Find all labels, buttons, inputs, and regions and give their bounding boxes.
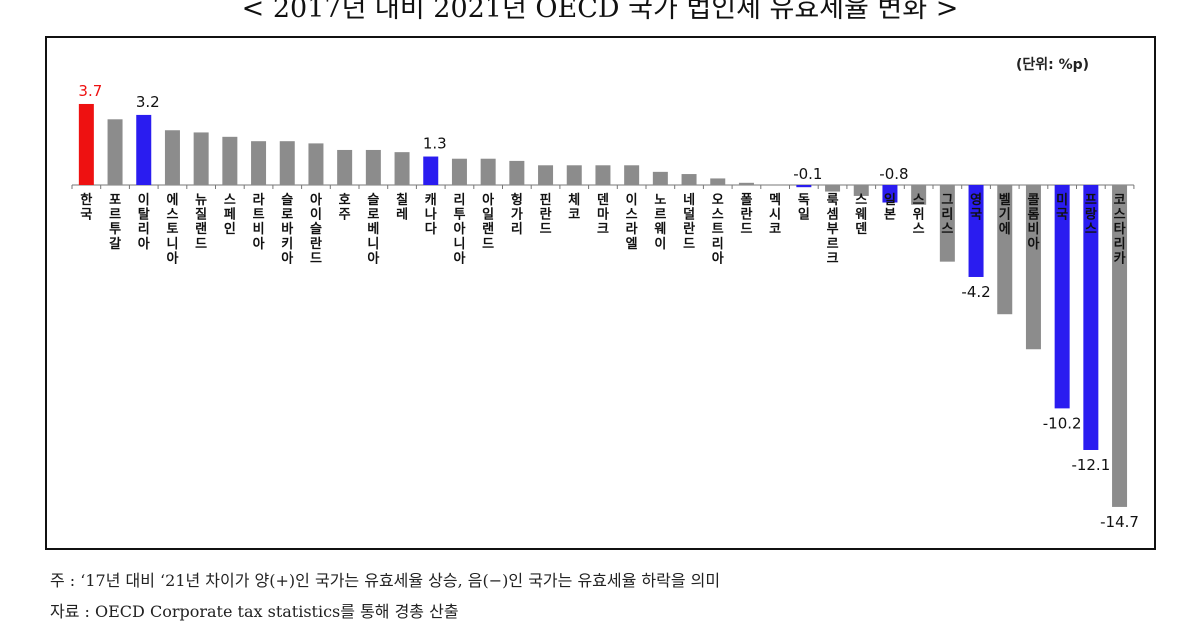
bar-포르투갈 bbox=[107, 119, 123, 185]
data-label: -0.8 bbox=[879, 165, 908, 183]
bar-이탈리아 bbox=[136, 114, 152, 185]
unit-label: (단위: %p) bbox=[1016, 57, 1090, 73]
bar-벨기에 bbox=[997, 185, 1013, 315]
data-label: -10.2 bbox=[1043, 414, 1082, 432]
footnote: 주 : ‘17년 대비 ‘21년 차이가 양(+)인 국가는 유효세율 상승, … bbox=[50, 571, 721, 590]
data-label: -12.1 bbox=[1071, 456, 1110, 474]
bar-스페인 bbox=[222, 136, 238, 185]
bar-아일랜드 bbox=[480, 158, 496, 185]
data-label: 3.7 bbox=[78, 82, 102, 100]
bar-네덜란드 bbox=[681, 174, 697, 185]
bar-캐나다 bbox=[423, 156, 439, 185]
bar-한국 bbox=[78, 103, 94, 185]
bar-콜롬비아 bbox=[1025, 185, 1041, 350]
bar-독일 bbox=[796, 185, 812, 188]
bar-그리스 bbox=[939, 185, 955, 262]
bar-폴란드 bbox=[738, 182, 754, 185]
bar-헝가리 bbox=[509, 160, 525, 185]
bar-핀란드 bbox=[538, 165, 554, 185]
data-label: -14.7 bbox=[1100, 513, 1139, 531]
bar-스웨덴 bbox=[853, 185, 869, 196]
data-label: 1.3 bbox=[423, 135, 447, 153]
bar-미국 bbox=[1054, 185, 1070, 409]
bar-체코 bbox=[566, 165, 582, 185]
bar-리투아니아 bbox=[451, 158, 467, 185]
bar-스위스 bbox=[911, 185, 927, 205]
data-label: 3.2 bbox=[136, 93, 160, 111]
bar-일본 bbox=[882, 185, 898, 203]
data-label: -4.2 bbox=[961, 283, 990, 301]
bar-호주 bbox=[337, 149, 353, 185]
bar-오스트리아 bbox=[710, 178, 726, 185]
bar-슬로바키아 bbox=[279, 141, 295, 185]
bar-룩셈부르크 bbox=[825, 185, 841, 192]
data-label: -0.1 bbox=[793, 165, 822, 183]
bar-뉴질랜드 bbox=[193, 132, 209, 185]
bar-아이슬란드 bbox=[308, 143, 324, 185]
bar-이스라엘 bbox=[624, 165, 640, 185]
bar-영국 bbox=[968, 185, 984, 277]
chart-title: < 2017년 대비 2021년 OECD 국가 법인세 유효세율 변화 > bbox=[241, 0, 959, 24]
bar-코스타리카 bbox=[1112, 185, 1128, 507]
bar-노르웨이 bbox=[652, 171, 668, 185]
bar-에스토니아 bbox=[164, 130, 180, 185]
source-note: 자료 : OECD Corporate tax statistics를 통해 경… bbox=[50, 602, 459, 621]
bar-칠레 bbox=[394, 152, 410, 185]
bar-덴마크 bbox=[595, 165, 611, 185]
bar-라트비아 bbox=[251, 141, 267, 185]
chart-frame bbox=[45, 36, 1156, 550]
bar-슬로베니아 bbox=[365, 149, 381, 185]
bar-프랑스 bbox=[1083, 185, 1099, 450]
